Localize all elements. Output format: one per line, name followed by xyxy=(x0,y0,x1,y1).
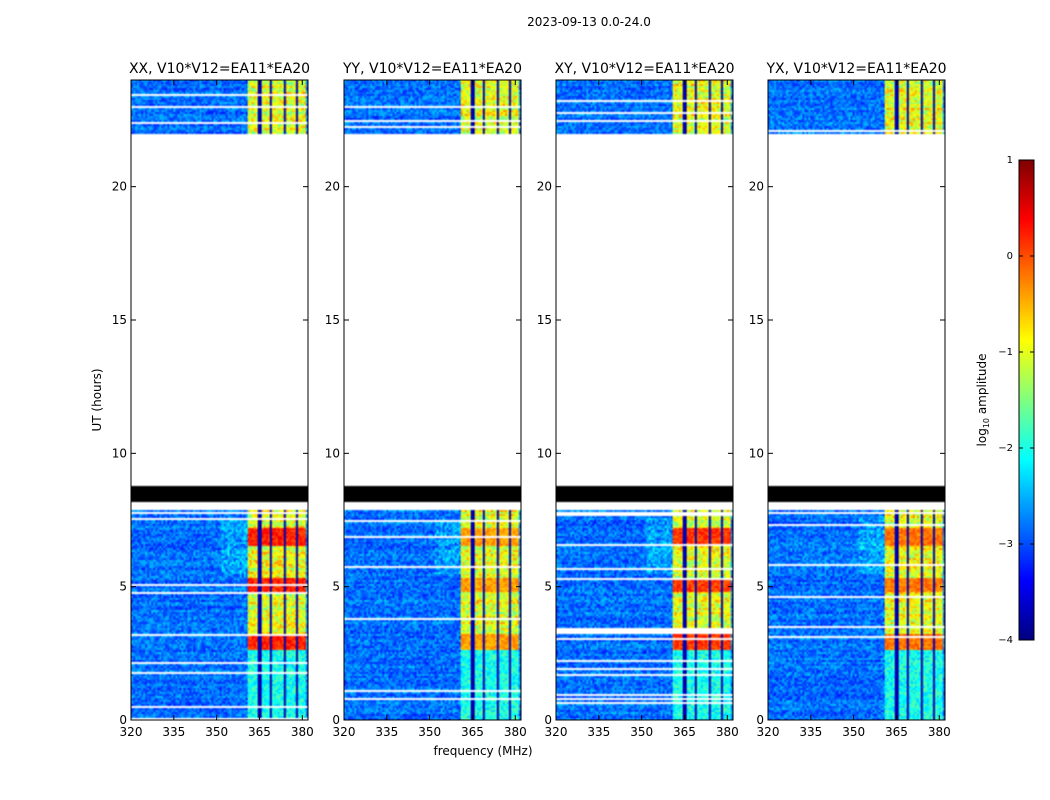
x-tick-label: 335 xyxy=(799,725,822,739)
y-tick-label: 5 xyxy=(119,580,127,594)
y-tick-label: 0 xyxy=(756,713,764,727)
axes-frame xyxy=(343,79,522,721)
panel-title: XX, V10*V12=EA11*EA20 xyxy=(129,61,310,77)
heatmap-panels: XX, V10*V12=EA11*EA20 320 335 350 365 380 0 5 10… xyxy=(112,61,951,739)
colorbar-tick-label: 1 xyxy=(1007,155,1013,166)
colorbar-gradient xyxy=(1018,159,1035,641)
figure-suptitle: 2023-09-13 0.0-24.0 xyxy=(527,15,651,29)
x-tick-label: 335 xyxy=(587,725,610,739)
x-tick-label: 335 xyxy=(375,725,398,739)
axes-frame xyxy=(130,79,309,721)
panel-title: YX, V10*V12=EA11*EA20 xyxy=(765,61,946,77)
x-tick-label: 320 xyxy=(120,725,143,739)
y-axis-label: UT (hours) xyxy=(90,368,104,431)
y-tick-label: 0 xyxy=(119,713,127,727)
panel-yy: YY, V10*V12=EA11*EA20 320 335 350 365 380 0 5 10… xyxy=(325,61,527,739)
y-tick-label: 5 xyxy=(332,580,340,594)
colorbar-label: log10 amplitude xyxy=(975,354,991,447)
y-tick-label: 10 xyxy=(112,446,127,460)
x-tick-label: 350 xyxy=(205,725,228,739)
y-tick-label: 20 xyxy=(537,180,552,194)
y-tick-label: 10 xyxy=(749,446,764,460)
x-tick-label: 320 xyxy=(545,725,568,739)
colorbar-tick-label: −2 xyxy=(998,443,1013,454)
panel-title: YY, V10*V12=EA11*EA20 xyxy=(342,61,522,77)
x-axis-label: frequency (MHz) xyxy=(433,744,532,758)
x-tick-label: 365 xyxy=(248,725,271,739)
x-tick-label: 320 xyxy=(757,725,780,739)
x-tick-label: 350 xyxy=(842,725,865,739)
colorbar-tick-label: 0 xyxy=(1007,251,1013,262)
heatmap-image xyxy=(131,80,308,720)
y-tick-label: 15 xyxy=(112,313,127,327)
panel-yx: YX, V10*V12=EA11*EA20 320 335 350 365 380 0 5 10… xyxy=(749,61,951,739)
y-tick-label: 0 xyxy=(332,713,340,727)
axes-frame xyxy=(767,79,946,721)
x-tick-label: 365 xyxy=(885,725,908,739)
x-tick-label: 365 xyxy=(461,725,484,739)
x-tick-label: 380 xyxy=(291,725,314,739)
heatmap-image xyxy=(556,80,733,720)
x-tick-label: 380 xyxy=(928,725,951,739)
y-tick-label: 0 xyxy=(544,713,552,727)
y-tick-label: 15 xyxy=(749,313,764,327)
heatmap-image xyxy=(344,80,521,720)
panel-xx: XX, V10*V12=EA11*EA20 320 335 350 365 380 0 5 10… xyxy=(112,61,314,739)
x-tick-label: 335 xyxy=(162,725,185,739)
y-tick-label: 5 xyxy=(756,580,764,594)
panel-title: XY, V10*V12=EA11*EA20 xyxy=(554,61,734,77)
colorbar-tick-label: −1 xyxy=(998,347,1013,358)
y-tick-label: 20 xyxy=(749,180,764,194)
y-tick-label: 10 xyxy=(537,446,552,460)
y-tick-label: 5 xyxy=(544,580,552,594)
y-tick-label: 10 xyxy=(325,446,340,460)
x-tick-label: 380 xyxy=(504,725,527,739)
heatmap-image xyxy=(768,80,945,720)
colorbar-tick-label: −3 xyxy=(998,539,1013,550)
x-tick-label: 350 xyxy=(630,725,653,739)
x-tick-label: 380 xyxy=(716,725,739,739)
colorbar: 1 0 −1 −2 −3 −4 log10 amplitude xyxy=(975,155,1035,646)
x-tick-label: 365 xyxy=(673,725,696,739)
y-tick-label: 20 xyxy=(325,180,340,194)
y-tick-label: 15 xyxy=(325,313,340,327)
x-tick-label: 350 xyxy=(418,725,441,739)
panel-xy: XY, V10*V12=EA11*EA20 320 335 350 365 380 0 5 10… xyxy=(537,61,739,739)
y-tick-label: 15 xyxy=(537,313,552,327)
y-tick-label: 20 xyxy=(112,180,127,194)
axes-frame xyxy=(555,79,734,721)
colorbar-tick-label: −4 xyxy=(998,635,1013,646)
x-tick-label: 320 xyxy=(333,725,356,739)
